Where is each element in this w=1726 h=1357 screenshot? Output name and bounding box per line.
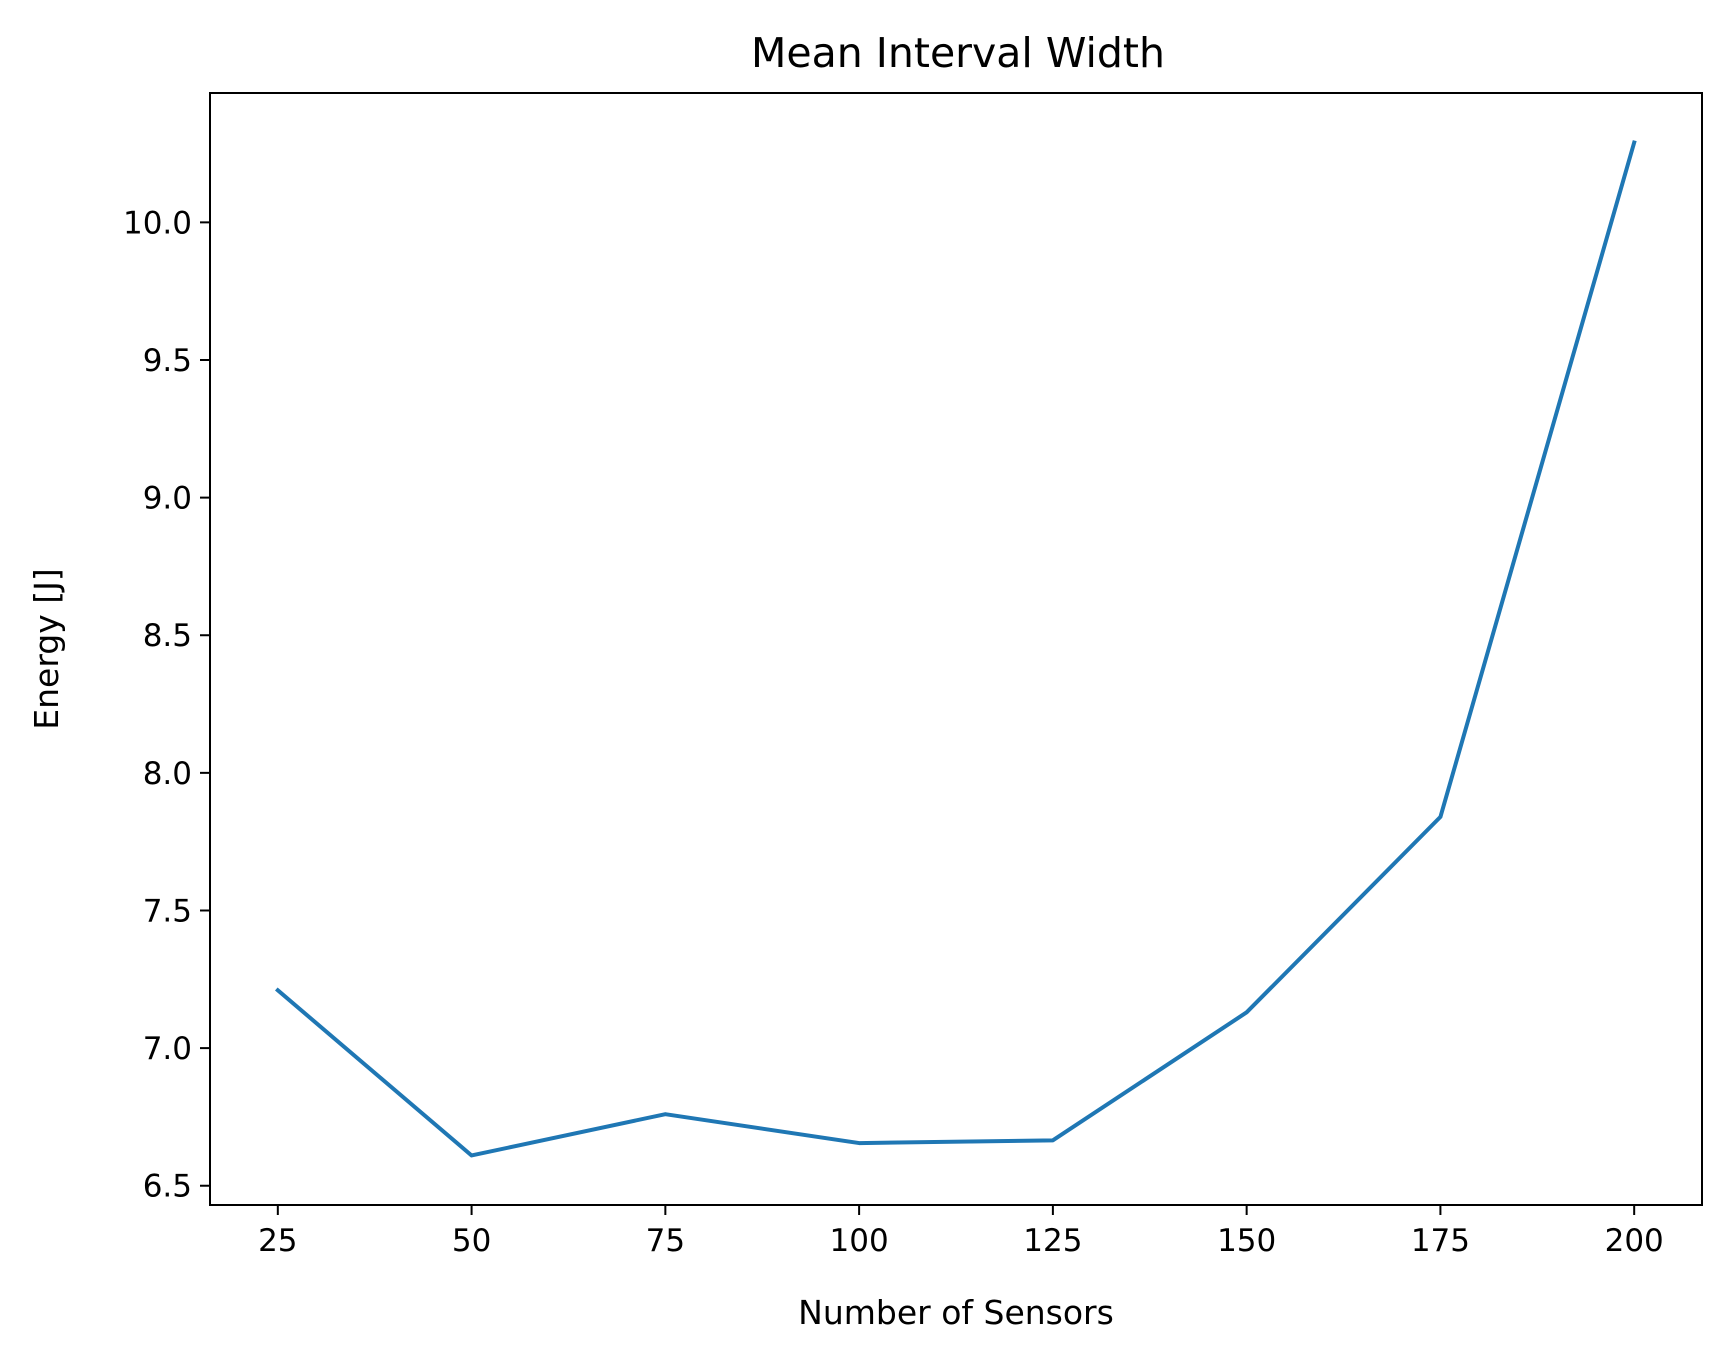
y-tick-label: 7.0 xyxy=(143,1031,192,1067)
y-tick-label: 8.0 xyxy=(143,756,192,792)
x-tick-label: 25 xyxy=(258,1223,297,1259)
x-tick-label: 175 xyxy=(1411,1223,1470,1259)
y-tick-label: 10.0 xyxy=(123,205,192,241)
x-tick-label: 50 xyxy=(452,1223,491,1259)
x-tick-label: 75 xyxy=(646,1223,685,1259)
x-tick-label: 125 xyxy=(1023,1223,1082,1259)
y-tick-label: 6.5 xyxy=(143,1169,192,1205)
x-axis-label: Number of Sensors xyxy=(798,1293,1114,1332)
y-axis-ticks: 6.5 7.0 7.5 8.0 8.5 9.0 9.5 10.0 xyxy=(123,205,210,1205)
y-axis-label: Energy [J] xyxy=(27,568,66,730)
series-line-0 xyxy=(275,140,1637,1158)
y-tick-label: 8.5 xyxy=(143,618,192,654)
x-tick-label: 100 xyxy=(830,1223,889,1259)
chart-title: Mean Interval Width xyxy=(751,29,1165,77)
y-tick-label: 7.5 xyxy=(143,893,192,929)
y-tick-label: 9.5 xyxy=(143,343,192,379)
x-axis-ticks: 25 50 75 100 125 150 175 200 xyxy=(258,1205,1664,1259)
plot-area xyxy=(275,140,1637,1158)
x-tick-label: 200 xyxy=(1605,1223,1664,1259)
axes-frame xyxy=(209,92,1703,1206)
y-tick-label: 9.0 xyxy=(143,481,192,517)
x-tick-label: 150 xyxy=(1217,1223,1276,1259)
